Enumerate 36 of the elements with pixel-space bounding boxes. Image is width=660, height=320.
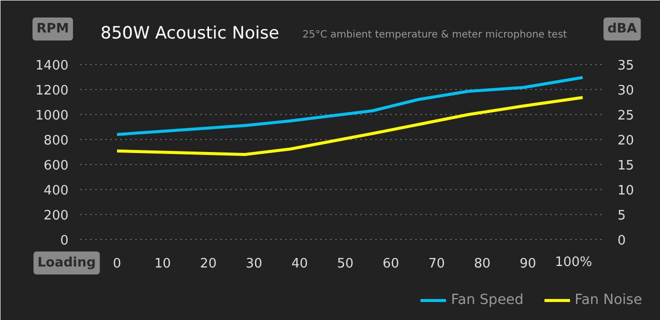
chart-subtitle: 25°C ambient temperature & meter microphone test [302,30,568,40]
x-tick-label: 90 [520,256,536,272]
legend-label: Fan Noise [574,292,642,308]
y2-tick-label: 30 [618,84,634,98]
x-tick-label: 30 [246,256,262,272]
y-axis-title: RPM [36,22,69,36]
x-tick-label: 100% [554,255,592,270]
y2-tick-label: 15 [618,158,634,174]
x-tick-label: 80 [474,256,491,272]
y-tick-label: 1200 [35,84,69,98]
y2-tick-label: 10 [618,184,634,198]
line-series [116,96,584,156]
y-tick-label: 1400 [35,58,69,74]
x-tick-label: 70 [428,256,445,272]
y-tick-label: 200 [44,208,69,224]
x-tick-label: 50 [337,256,354,272]
y2-tick-label: 5 [618,208,626,224]
legend-label: Fan Speed [451,292,524,308]
line-series [116,76,584,136]
y2-tick-label: 20 [618,134,634,148]
x-tick-label: 60 [382,256,400,272]
y2-axis-title: dBA [608,22,637,36]
y2-tick-label: 25 [618,108,634,124]
x-tick-label: 10 [154,256,171,272]
y-tick-label: 400 [44,184,69,198]
x-tick-label: 0 [112,256,122,272]
y-tick-label: 0 [60,234,69,248]
x-tick-label: 20 [200,256,217,272]
y-tick-label: 1000 [35,108,69,124]
chart-title: 850W Acoustic Noise [100,24,280,44]
x-tick-label: 40 [291,256,308,272]
y2-tick-label: 0 [618,234,626,248]
x-axis-title: Loading [38,256,96,270]
y2-tick-label: 35 [618,58,634,74]
y-tick-label: 600 [44,158,69,174]
y-tick-label: 800 [44,134,69,148]
